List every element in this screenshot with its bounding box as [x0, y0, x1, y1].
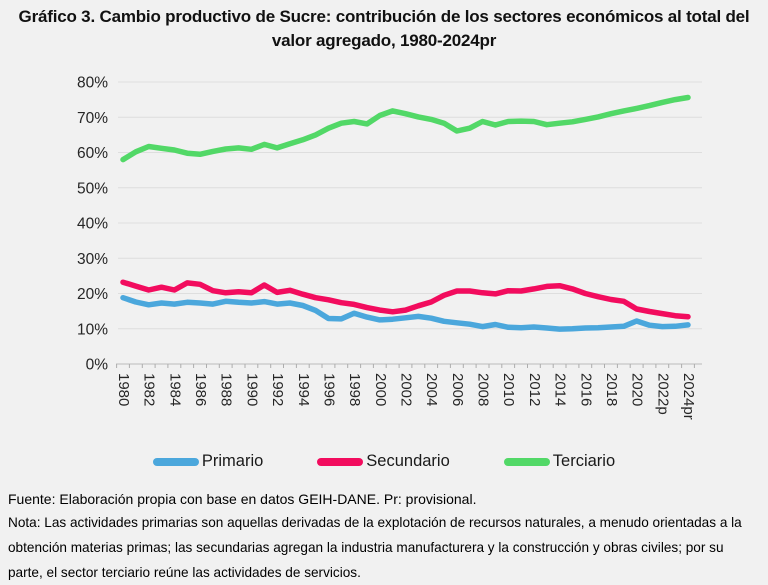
svg-text:2020: 2020 [629, 373, 646, 406]
svg-text:2004: 2004 [423, 373, 440, 406]
svg-text:1996: 1996 [321, 373, 338, 406]
legend-item-primario: Primario [152, 452, 264, 471]
svg-text:1982: 1982 [141, 373, 158, 406]
chart-legend: Primario Secundario Terciario [0, 452, 768, 471]
svg-text:1984: 1984 [166, 373, 183, 406]
svg-text:30%: 30% [77, 251, 108, 268]
svg-text:70%: 70% [77, 110, 108, 127]
svg-text:2016: 2016 [577, 373, 594, 406]
source-note: Fuente: Elaboración propia con base en d… [8, 491, 477, 507]
svg-text:2014: 2014 [552, 373, 569, 406]
svg-text:0%: 0% [86, 357, 109, 374]
svg-text:1990: 1990 [243, 373, 260, 406]
plot-area: 0% 10% 20% 30% 40% 50% 60% 70% 80% 1980 1982 1984 19… [0, 58, 768, 450]
svg-text:2006: 2006 [449, 373, 466, 406]
svg-text:1992: 1992 [269, 373, 286, 406]
svg-text:2010: 2010 [500, 373, 517, 406]
svg-text:10%: 10% [77, 321, 108, 338]
legend-swatch-primario [152, 457, 199, 466]
svg-text:1998: 1998 [346, 373, 363, 406]
svg-text:2008: 2008 [475, 373, 492, 406]
legend-item-terciario: Terciario [503, 452, 616, 471]
footer: Fuente: Elaboración propia con base en d… [0, 488, 768, 585]
svg-text:2000: 2000 [372, 373, 389, 406]
explanatory-note: Nota: Las actividades primarias son aque… [8, 515, 742, 581]
svg-text:40%: 40% [77, 216, 108, 233]
legend-label-secundario: Secundario [366, 452, 450, 470]
svg-text:2018: 2018 [603, 373, 620, 406]
svg-text:20%: 20% [77, 286, 108, 303]
svg-text:50%: 50% [77, 180, 108, 197]
svg-text:80%: 80% [77, 75, 108, 92]
chart-title: Gráfico 3. Cambio productivo de Sucre: c… [18, 7, 750, 51]
svg-text:2012: 2012 [526, 373, 543, 406]
legend-swatch-secundario [317, 457, 364, 466]
legend-item-secundario: Secundario [317, 452, 450, 471]
svg-text:60%: 60% [77, 145, 108, 162]
svg-text:2022p: 2022p [654, 373, 671, 415]
line-chart: 0% 10% 20% 30% 40% 50% 60% 70% 80% 1980 1982 1984 19… [77, 75, 702, 420]
svg-text:1980: 1980 [115, 373, 132, 406]
legend-label-terciario: Terciario [552, 452, 616, 470]
legend-label-primario: Primario [201, 452, 264, 470]
svg-text:2024pr: 2024pr [680, 373, 697, 420]
legend-swatch-terciario [503, 457, 550, 466]
svg-text:1988: 1988 [218, 373, 235, 406]
svg-text:1986: 1986 [192, 373, 209, 406]
svg-text:1994: 1994 [295, 373, 312, 406]
svg-text:2002: 2002 [398, 373, 415, 406]
